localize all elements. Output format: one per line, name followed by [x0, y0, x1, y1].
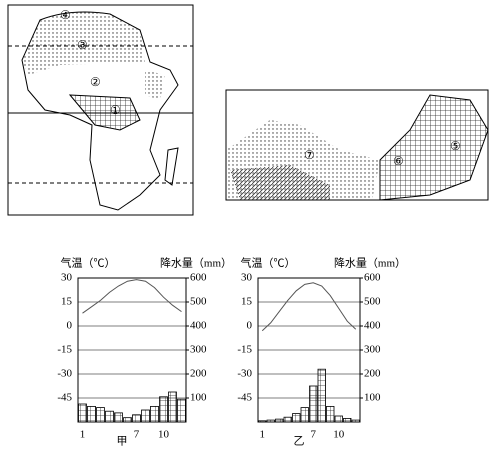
- x-tick-label: 1: [80, 429, 86, 441]
- precip-bar: [258, 420, 267, 423]
- precip-bar: [177, 398, 186, 423]
- precip-bar: [326, 405, 335, 423]
- y2-tick-label: 100: [190, 392, 207, 404]
- precip-bar: [317, 368, 326, 423]
- y-tick-label: -30: [57, 368, 72, 380]
- y-tick-label: 15: [61, 296, 73, 308]
- temperature-line: [82, 279, 182, 314]
- precip-bar: [96, 407, 105, 423]
- y-axis-title: 气温（℃）: [241, 256, 296, 270]
- precip-bar: [309, 385, 318, 423]
- chart-label: 甲: [117, 436, 128, 448]
- precip-bar: [351, 419, 360, 423]
- x-tick-label: 10: [333, 429, 345, 441]
- y-tick-label: 0: [247, 320, 253, 332]
- y-tick-label: 30: [61, 272, 73, 284]
- map-label: ④: [60, 8, 71, 22]
- temperature-line: [261, 282, 357, 332]
- map-label: ⑦: [304, 148, 315, 162]
- precip-bar: [141, 409, 150, 423]
- highland-zone: [145, 70, 165, 100]
- precip-bar: [300, 407, 309, 423]
- desert-zone: [22, 12, 145, 75]
- precip-bar: [114, 412, 123, 423]
- map-label: ①: [110, 103, 121, 117]
- y2-tick-label: 400: [364, 320, 381, 332]
- x-tick-label: 7: [311, 429, 317, 441]
- map-label: ⑥: [393, 154, 404, 168]
- y2-tick-label: 500: [190, 296, 207, 308]
- y2-tick-label: 200: [190, 368, 207, 380]
- africa-map: ④ ③ ② ①: [7, 4, 194, 216]
- island: [164, 147, 179, 186]
- y-tick-label: -15: [237, 344, 252, 356]
- map-label: ②: [90, 75, 101, 89]
- precip-bar: [132, 414, 141, 423]
- y2-tick-label: 600: [364, 272, 381, 284]
- precip-bar: [343, 417, 352, 423]
- precip-bar: [266, 419, 275, 423]
- precip-bar: [78, 403, 87, 423]
- precip-bar: [334, 415, 343, 423]
- y-axis-title: 气温（℃）: [61, 256, 116, 270]
- y2-tick-label: 200: [364, 368, 381, 380]
- x-tick-label: 1: [260, 429, 266, 441]
- y-tick-label: -15: [57, 344, 72, 356]
- y2-tick-label: 600: [190, 272, 207, 284]
- y-tick-label: -45: [57, 392, 72, 404]
- y2-axis-title: 降水量（mm）: [334, 256, 406, 270]
- x-tick-label: 7: [134, 429, 140, 441]
- y-tick-label: -30: [237, 368, 252, 380]
- precip-bar: [275, 418, 284, 423]
- x-tick-label: 10: [158, 429, 170, 441]
- precip-bar: [87, 405, 96, 423]
- precip-bar: [123, 417, 132, 423]
- precip-bar: [105, 410, 114, 423]
- y2-tick-label: 100: [364, 392, 381, 404]
- chart-label: 乙: [294, 435, 305, 448]
- y2-tick-label: 400: [190, 320, 207, 332]
- precip-bar: [283, 416, 292, 423]
- y2-tick-label: 500: [364, 296, 381, 308]
- y-tick-label: -45: [237, 392, 252, 404]
- y-tick-label: 15: [241, 296, 253, 308]
- map-label: ⑤: [450, 139, 461, 153]
- china-map: ⑦ ⑥ ⑤: [225, 89, 489, 201]
- map-label: ③: [77, 38, 88, 52]
- y2-axis-title: 降水量（mm）: [160, 256, 232, 270]
- y2-tick-label: 300: [364, 344, 381, 356]
- precip-bar: [168, 391, 177, 423]
- plateau-region: [230, 165, 330, 200]
- y-tick-label: 30: [241, 272, 253, 284]
- precip-bar: [150, 405, 159, 423]
- precip-bar: [159, 396, 168, 423]
- y-tick-label: 0: [67, 320, 73, 332]
- y2-tick-label: 300: [190, 344, 207, 356]
- forest-region: [379, 94, 489, 201]
- precip-bar: [292, 413, 301, 423]
